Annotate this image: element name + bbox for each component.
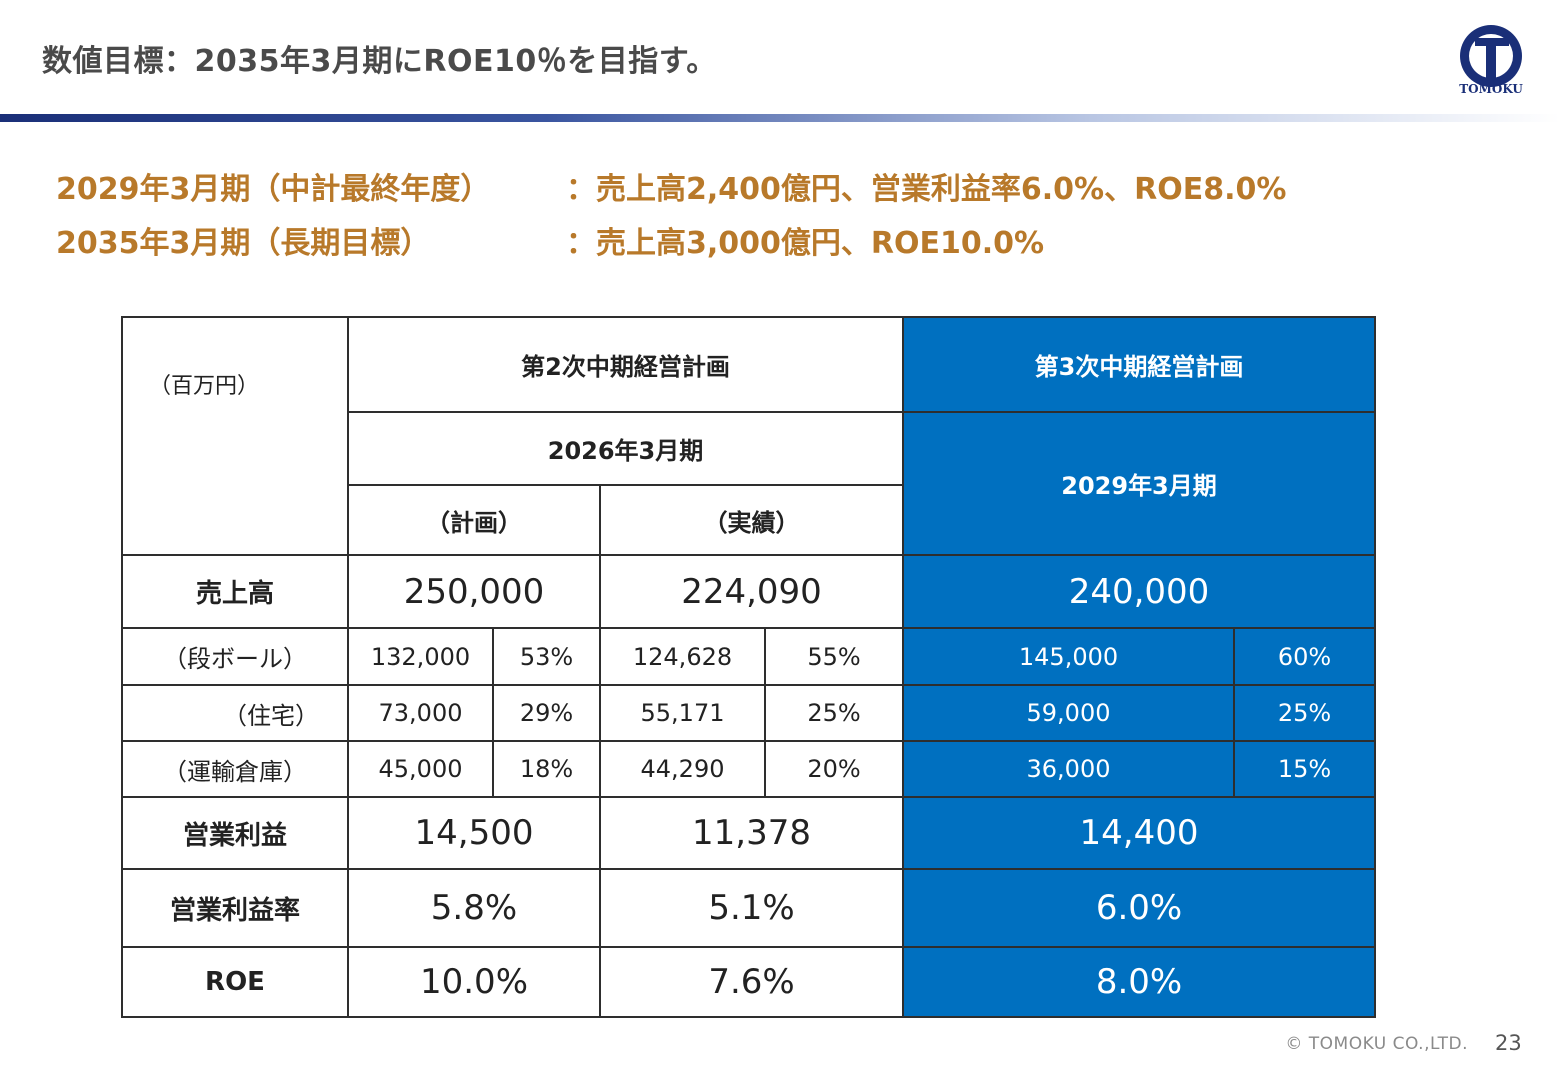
cell-target: 36,000 [902,740,1236,798]
cell-actual: 124,628 [599,627,766,686]
table-row-roe: ROE 10.0% 7.6% 8.0% [121,946,1377,1018]
cell-target: 6.0% [902,868,1377,948]
plan3-period: 2029年3月期 [902,411,1377,556]
cell-actual-pct: 25% [763,684,905,742]
plan2-period: 2026年3月期 [346,411,905,486]
unit-label: （百万円） [121,316,349,556]
plan3-header: 第3次中期経営計画 [902,316,1377,413]
row-label: ROE [121,946,349,1018]
col-actual-header: （実績） [598,484,905,556]
cell-target: 145,000 [902,627,1236,686]
cell-target-pct: 15% [1233,740,1377,798]
cell-actual: 44,290 [599,740,766,798]
page-number: 23 [1495,1031,1522,1055]
cell-plan: 14,500 [347,796,601,870]
cell-actual: 7.6% [598,946,905,1018]
cell-target: 240,000 [902,554,1377,629]
cell-target-pct: 60% [1233,627,1377,686]
plan2-header: 第2次中期経営計画 [346,316,905,413]
cell-plan: 10.0% [347,946,601,1018]
cell-plan-pct: 29% [492,684,601,742]
cell-plan: 132,000 [347,627,494,686]
cell-target: 14,400 [902,796,1377,870]
cell-plan-pct: 53% [492,627,601,686]
col-plan-header: （計画） [347,484,601,556]
target-period: 2029年3月期（中計最終年度） [56,172,491,207]
page-title: 数値目標：2035年3月期にROE10％を目指す。 [42,44,717,79]
table-row-housing: （住宅） 73,000 29% 55,171 25% 59,000 25% [121,684,1377,742]
cell-actual-pct: 55% [763,627,905,686]
cell-actual-pct: 20% [763,740,905,798]
copyright-text: © TOMOKU CO.,LTD. [1285,1034,1468,1054]
row-label: （運輸倉庫） [121,740,349,798]
cell-actual: 11,378 [598,796,905,870]
cell-plan: 45,000 [347,740,494,798]
cell-actual: 224,090 [598,554,905,629]
logo-wordmark: TOMOKU [1459,82,1523,96]
target-value: ：売上高3,000億円、ROE10.0% [566,226,1045,261]
cell-actual: 5.1% [598,868,905,948]
cell-plan-pct: 18% [492,740,601,798]
row-label: （段ボール） [121,627,349,686]
row-label: （住宅） [121,684,349,742]
table-row-cardboard: （段ボール） 132,000 53% 124,628 55% 145,000 6… [121,627,1377,686]
cell-plan: 250,000 [347,554,601,629]
title-divider [0,114,1560,122]
cell-target: 8.0% [902,946,1377,1018]
plan-table: （百万円） 第2次中期経営計画 第3次中期経営計画 2026年3月期 2029年… [121,316,1377,1018]
table-row-op-income: 営業利益 14,500 11,378 14,400 [121,796,1377,870]
cell-plan: 5.8% [347,868,601,948]
table-row-sales: 売上高 250,000 224,090 240,000 [121,554,1377,629]
table-row-logistics: （運輸倉庫） 45,000 18% 44,290 20% 36,000 15% [121,740,1377,798]
cell-plan: 73,000 [347,684,494,742]
table-row-op-margin: 営業利益率 5.8% 5.1% 6.0% [121,868,1377,948]
cell-actual: 55,171 [599,684,766,742]
row-label: 営業利益率 [121,868,349,948]
row-label: 営業利益 [121,796,349,870]
target-period: 2035年3月期（長期目標） [56,226,431,261]
tomoku-logo-icon [1460,25,1522,87]
target-value: ：売上高2,400億円、営業利益率6.0%、ROE8.0% [566,172,1287,207]
row-label: 売上高 [121,554,349,629]
cell-target: 59,000 [902,684,1236,742]
cell-target-pct: 25% [1233,684,1377,742]
